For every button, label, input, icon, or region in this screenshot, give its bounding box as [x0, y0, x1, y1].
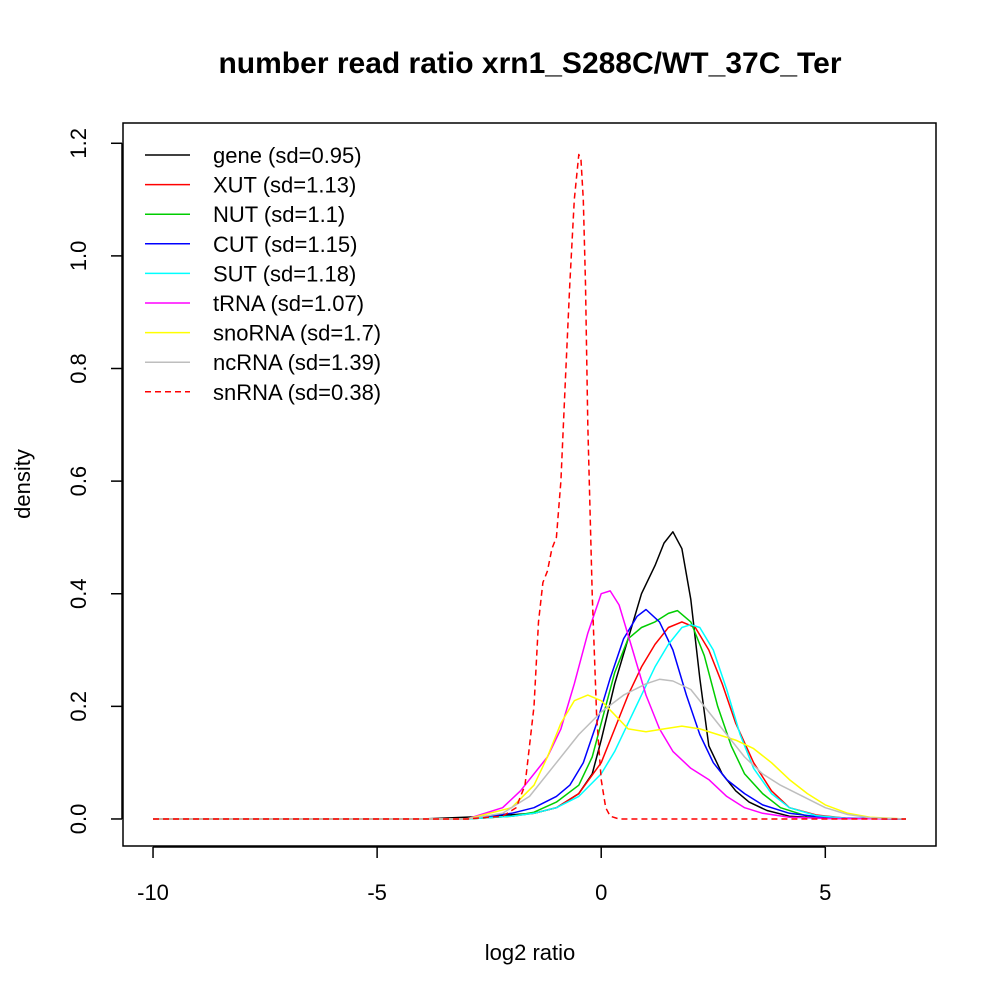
- legend-label: gene (sd=0.95): [213, 143, 362, 168]
- series-line: [153, 678, 907, 820]
- x-axis: -10 -5 0 5: [137, 846, 831, 905]
- chart-title: number read ratio xrn1_S288C/WT_37C_Ter: [218, 47, 841, 80]
- legend-label: XUT (sd=1.13): [213, 173, 356, 198]
- series-line: [153, 531, 907, 820]
- x-tick-label: -10: [137, 880, 169, 905]
- y-tick-label: 0.2: [66, 691, 91, 722]
- legend-label: tRNA (sd=1.07): [213, 291, 364, 316]
- x-axis-label: log2 ratio: [485, 940, 576, 965]
- series-line: [153, 609, 907, 820]
- y-tick-label: 0.8: [66, 353, 91, 384]
- series-line: [153, 694, 907, 820]
- series-line: [153, 153, 906, 820]
- y-tick-label: 1.2: [66, 128, 91, 159]
- legend: gene (sd=0.95) XUT (sd=1.13) NUT (sd=1.1) C…: [145, 143, 381, 405]
- series-line: [153, 623, 907, 820]
- x-tick-label: -5: [367, 880, 387, 905]
- y-tick-label: 1.0: [66, 241, 91, 272]
- x-tick-label: 0: [595, 880, 607, 905]
- series-line: [153, 590, 907, 820]
- series-layer: [153, 153, 907, 820]
- legend-label: snRNA (sd=0.38): [213, 380, 381, 405]
- y-tick-label: 0.4: [66, 578, 91, 609]
- series-line: [153, 608, 907, 820]
- legend-label: ncRNA (sd=1.39): [213, 350, 381, 375]
- legend-label: NUT (sd=1.1): [213, 202, 345, 227]
- y-tick-label: 0.6: [66, 466, 91, 497]
- legend-label: CUT (sd=1.15): [213, 232, 357, 257]
- legend-label: SUT (sd=1.18): [213, 261, 356, 286]
- x-tick-label: 5: [819, 880, 831, 905]
- legend-label: snoRNA (sd=1.7): [213, 321, 381, 346]
- plot-frame: [122, 122, 937, 847]
- y-tick-label: 0.0: [66, 804, 91, 835]
- y-axis: 0.0 0.2 0.4 0.6 0.8 1.0 1.2: [66, 128, 123, 835]
- y-axis-label: density: [10, 449, 35, 519]
